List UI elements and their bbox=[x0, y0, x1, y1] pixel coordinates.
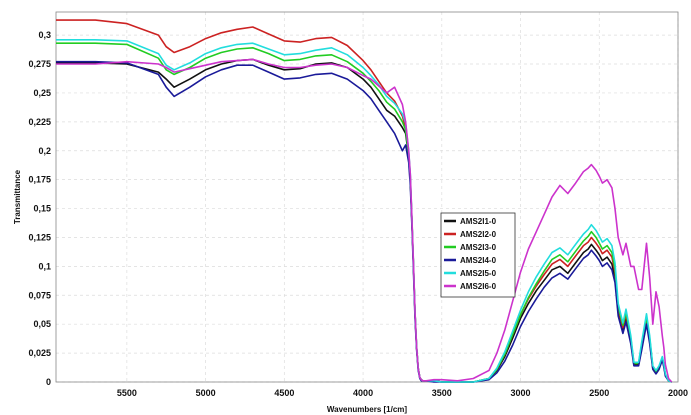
x-tick-label: 5000 bbox=[196, 388, 216, 398]
y-tick-label: 0,05 bbox=[33, 319, 51, 329]
y-tick-label: 0,25 bbox=[33, 88, 51, 98]
y-tick-label: 0,2 bbox=[38, 146, 51, 156]
series-line bbox=[56, 42, 672, 383]
x-tick-label: 5500 bbox=[117, 388, 137, 398]
x-tick-label: 4000 bbox=[353, 388, 373, 398]
series-lines bbox=[56, 19, 673, 383]
y-tick-label: 0,1 bbox=[38, 261, 51, 271]
plot-frame bbox=[55, 11, 679, 383]
y-tick-label: 0,225 bbox=[28, 117, 51, 127]
y-tick-label: 0,075 bbox=[28, 290, 51, 300]
x-axis-label: Wavenumbers [1/cm] bbox=[327, 405, 408, 414]
y-tick-label: 0,175 bbox=[28, 175, 51, 185]
series-line bbox=[56, 58, 672, 383]
legend-label: AMS2I6-0 bbox=[460, 282, 497, 291]
legend-box bbox=[440, 212, 516, 298]
y-tick-label: 0,275 bbox=[28, 59, 51, 69]
series-line bbox=[56, 58, 673, 383]
x-tick-label: 4500 bbox=[274, 388, 294, 398]
y-tick-label: 0,15 bbox=[33, 204, 51, 214]
legend-label: AMS2I3-0 bbox=[460, 243, 497, 252]
legend-label: AMS2I4-0 bbox=[460, 256, 497, 265]
y-tick-label: 0,3 bbox=[38, 30, 51, 40]
y-tick-label: 0,125 bbox=[28, 232, 51, 242]
x-tick-labels: 5500 5000 4500 4000 3500 3000 2500 2000 bbox=[117, 388, 688, 398]
x-tick-label: 3000 bbox=[511, 388, 531, 398]
y-tick-labels: 0 0,025 0,05 0,075 0,1 0,125 0,15 0,175 0,2 0,225… bbox=[28, 30, 51, 387]
x-tick-label: 3500 bbox=[432, 388, 452, 398]
x-tick-label: 2500 bbox=[589, 388, 609, 398]
grid-lines bbox=[56, 12, 679, 383]
legend-label: AMS2I1-0 bbox=[460, 217, 497, 226]
legend-label: AMS2I5-0 bbox=[460, 269, 497, 278]
series-line bbox=[56, 60, 672, 383]
y-tick-label: 0,025 bbox=[28, 348, 51, 358]
legend: AMS2I1-0 AMS2I2-0 AMS2I3-0 AMS2I4-0 AMS2I5-0… bbox=[440, 212, 516, 298]
y-axis-label: Transmittance bbox=[13, 169, 22, 224]
y-tick-label: 0 bbox=[46, 377, 51, 387]
series-line bbox=[56, 38, 672, 383]
legend-label: AMS2I2-0 bbox=[460, 230, 497, 239]
x-tick-label: 2000 bbox=[668, 388, 688, 398]
